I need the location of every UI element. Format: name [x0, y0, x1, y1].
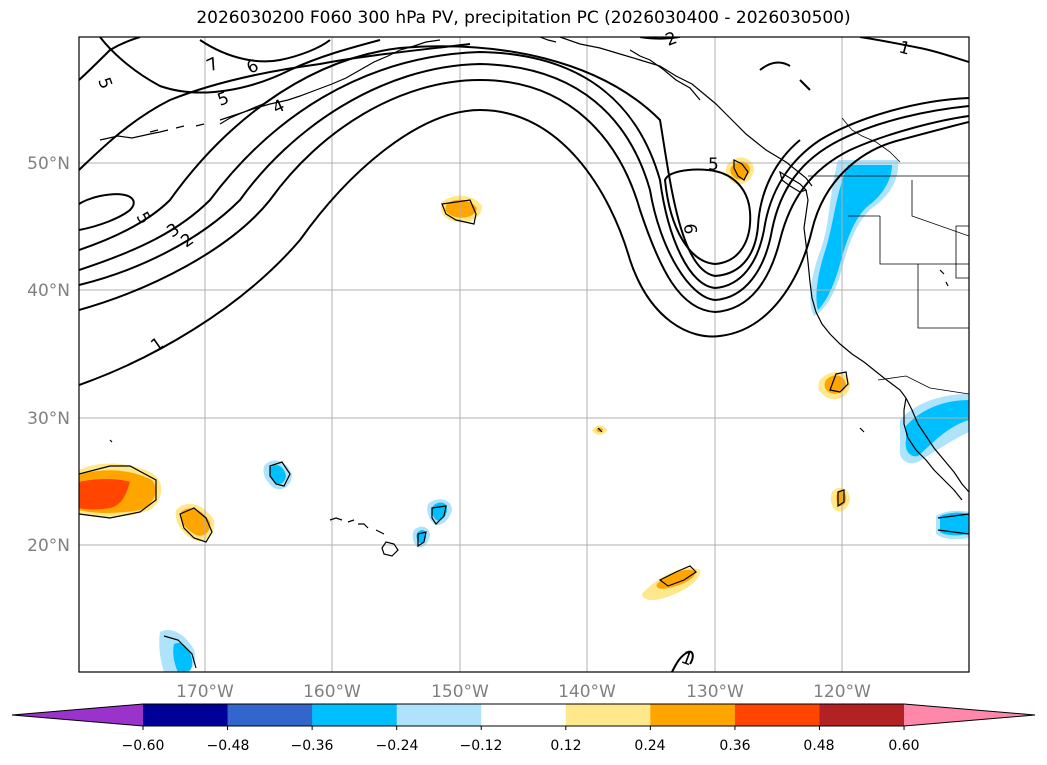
longitude-labels: 170°W 160°W 150°W 140°W 130°W 120°W	[176, 682, 871, 702]
lon-label: 140°W	[558, 682, 616, 702]
colorbar-extend-min	[12, 704, 143, 726]
contour-label: 1	[897, 38, 913, 60]
map-frame	[78, 36, 970, 673]
lat-label: 30°N	[27, 409, 70, 429]
colorbar-tick-label: 0.36	[719, 738, 750, 754]
colorbar-bin	[396, 704, 482, 726]
lat-label: 40°N	[27, 281, 70, 301]
political-borders	[808, 117, 969, 395]
colorbar	[11, 703, 1036, 730]
colorbar-bin	[227, 704, 313, 726]
precip-negative-shading	[159, 160, 969, 672]
lon-label: 120°W	[813, 682, 871, 702]
colorbar-labels: −0.60 −0.48 −0.36 −0.24 −0.12 0.12 0.24 …	[122, 738, 920, 754]
pv-contours	[79, 37, 969, 672]
lat-label: 20°N	[27, 536, 70, 556]
lon-label: 170°W	[176, 682, 234, 702]
colorbar-tick-label: −0.24	[376, 738, 419, 754]
colorbar-tick-label: 0.60	[888, 738, 919, 754]
colorbar-bin	[734, 704, 820, 726]
lon-label: 130°W	[686, 682, 744, 702]
colorbar-bin	[481, 704, 567, 726]
contour-label: 6	[679, 223, 700, 236]
colorbar-tick-label: −0.36	[291, 738, 334, 754]
colorbar-bin	[565, 704, 651, 726]
lat-label: 50°N	[27, 154, 70, 174]
colorbar-bin	[143, 704, 229, 726]
colorbar-extend-max	[904, 704, 1035, 726]
map-area	[79, 37, 969, 672]
colorbar-tick-label: 0.48	[803, 738, 834, 754]
lon-label: 150°W	[431, 682, 489, 702]
colorbar-tick-label: −0.60	[122, 738, 165, 754]
gridlines	[79, 37, 969, 672]
colorbar-tick-label: 0.12	[550, 738, 581, 754]
colorbar-bin	[819, 704, 905, 726]
contour-label: 5	[708, 155, 719, 175]
lon-label: 160°W	[303, 682, 361, 702]
colorbar-tick-label: 0.24	[634, 738, 665, 754]
coastlines	[79, 37, 969, 669]
colorbar-bin	[650, 704, 736, 726]
map-title: 2026030200 F060 300 hPa PV, precipitatio…	[196, 8, 851, 28]
latitude-labels: 50°N 40°N 30°N 20°N	[27, 154, 70, 556]
colorbar-bin	[312, 704, 398, 726]
colorbar-tick-label: −0.12	[460, 738, 503, 754]
colorbar-tick-label: −0.48	[207, 738, 250, 754]
